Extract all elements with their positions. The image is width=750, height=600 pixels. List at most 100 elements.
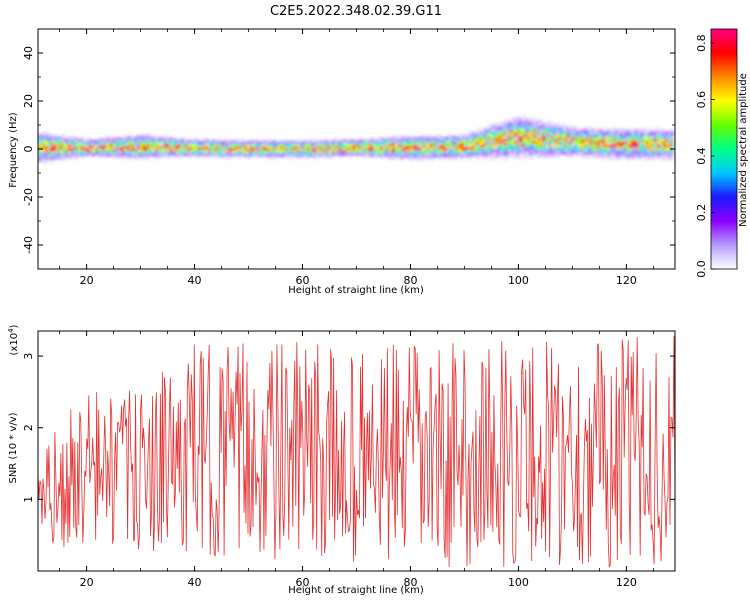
spectrogram-cell [654,147,657,151]
spectrogram-cell [561,148,564,151]
spectrogram-cell [468,130,471,133]
spectrogram-cell [382,137,385,140]
spectrogram-cell [518,127,521,130]
spectrogram-cell [596,157,599,160]
spectrogram-cell [429,154,433,157]
spectrogram-cell [378,156,381,159]
spectrogram-cell [56,148,59,151]
spectrogram-cell [494,148,497,151]
spectrogram-cell [358,139,361,142]
spectrogram-cell [529,119,532,122]
spectrogram-cell [647,154,651,157]
spectrogram-cell [522,139,525,143]
spectrogram-cell [69,155,72,158]
spectrogram-cell [60,157,63,161]
spectrogram-cell [304,144,307,147]
spectrogram-cell [233,146,236,149]
spectrogram-cell [248,157,251,160]
spectrogram-cell [250,150,253,153]
spectrogram-cell [151,141,154,145]
spectrogram-cell [125,152,128,155]
spectrogram-cell [112,142,115,146]
spectrogram-cell [60,147,63,150]
spectrogram-cell [619,149,623,153]
spectrogram-cell [408,146,411,149]
spectrogram-cell [116,136,119,140]
spectrogram-cell [64,158,68,162]
spectrogram-cell [414,150,417,153]
spectrogram-cell [360,143,363,146]
spectrogram-cell [190,151,193,155]
spectrogram-cell [652,147,655,151]
spectrogram-cell [624,147,627,151]
spectrogram-cell [170,153,173,156]
spectrogram-cell [429,158,433,161]
spectrogram-cell [352,138,355,142]
spectrogram-cell [511,120,515,123]
spectrogram-cell [406,150,409,153]
x-tick-label: 100 [508,274,529,287]
spectrogram-cell [97,154,100,157]
spectrogram-cell [103,144,107,147]
spectrogram-cell [218,150,221,153]
spectrogram-cell [609,136,612,139]
spectrogram-cell [609,149,612,152]
spectrogram-cell [667,134,670,138]
spectrogram-cell [321,146,325,149]
spectrogram-cell [596,137,599,141]
spectrogram-cell [75,154,78,157]
spectrogram-cell [514,148,517,151]
spectrogram-cell [54,155,57,158]
spectrogram-cell [313,144,316,147]
spectrogram-cell [516,144,519,147]
spectrogram-cell [198,156,202,159]
spectrogram-cell [488,145,491,148]
spectrogram-cell [352,149,355,152]
spectrogram-cell [600,138,603,141]
spectrogram-cell [637,145,640,148]
spectrogram-cell [656,130,659,133]
spectrogram-cell [660,143,664,146]
spectrogram-cell [153,148,156,151]
spectrogram-cell [365,146,368,149]
spectrogram-cell [261,142,264,145]
spectrogram-cell [486,128,489,131]
spectrogram-cell [388,137,392,140]
spectrogram-cell [511,118,515,121]
spectrogram-cell [101,152,104,156]
spectrogram-cell [645,156,649,159]
spectrogram-cell [609,151,612,154]
spectrogram-cell [369,142,372,145]
spectrogram-cell [548,150,551,153]
spectrogram-cell [527,154,530,157]
spectrogram-cell [125,146,128,149]
spectrogram-cell [276,148,279,151]
spectrogram-cell [557,155,560,158]
spectrogram-cell [645,150,649,153]
spectrogram-cell [274,152,277,156]
spectrogram-cell [43,155,46,158]
spectrogram-cell [488,128,491,131]
spectrogram-cell [624,145,627,148]
spectrogram-cell [345,147,348,150]
spectrogram-cell [563,146,566,149]
spectrogram-cell [524,139,528,142]
spectrogram-cell [293,150,297,153]
spectrogram-cell [650,150,653,153]
spectrogram-cell [60,149,63,152]
spectrogram-cell [641,137,644,140]
spectrogram-cell [522,137,525,140]
spectrogram-cell [552,125,556,129]
spectrogram-cell [464,136,467,139]
spectrogram-cell [391,135,394,138]
spectrogram-cell [179,150,182,153]
spectrogram-cell [328,152,331,155]
spectrogram-cell [522,122,525,125]
spectrogram-cell [635,134,638,138]
spectrogram-cell [518,118,521,121]
spectrogram-cell [442,154,446,157]
spectrogram-cell [315,139,318,142]
spectrogram-cell [140,144,143,148]
spectrogram-cell [477,142,480,145]
